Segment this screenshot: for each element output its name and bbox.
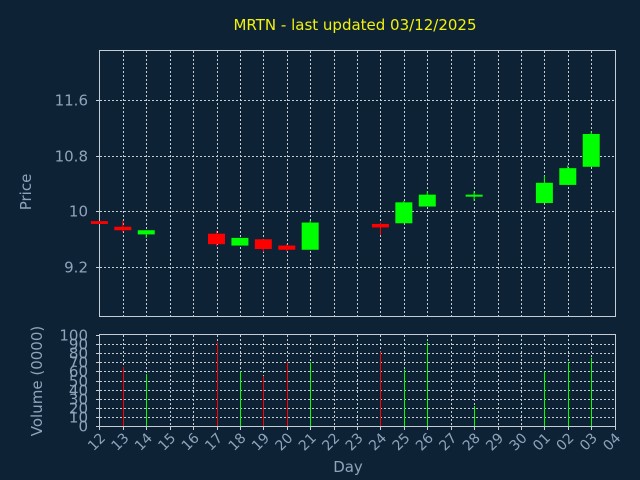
volume-tick-label: 30 <box>69 391 88 409</box>
x-tick-label: 27 <box>436 430 460 454</box>
candle <box>254 239 272 252</box>
volume-tick-label: 60 <box>69 363 88 381</box>
price-grid <box>100 51 615 316</box>
candle <box>278 244 296 252</box>
candle-body <box>114 226 132 231</box>
x-tick-label: 12 <box>85 430 109 454</box>
volume-tick-label: 50 <box>69 373 88 391</box>
candle <box>465 191 483 201</box>
candle-body <box>395 202 413 224</box>
candle <box>231 237 249 246</box>
candle-body <box>137 230 155 235</box>
volume-tick-label: 0 <box>78 418 88 436</box>
volume-tick-label: 40 <box>69 382 88 400</box>
candle-body <box>418 194 436 207</box>
volume-tick-label: 100 <box>59 327 88 345</box>
price-tick-label: 11.6 <box>55 92 88 110</box>
candle-body <box>90 221 108 224</box>
day-axis: 12 13 14 15 16 17 18 19 20 21 22 23 24 25 26 27 28 29 30 01… <box>85 426 624 454</box>
x-tick-label: 18 <box>226 430 250 454</box>
candle-body <box>371 223 389 228</box>
x-tick-label: 15 <box>155 430 179 454</box>
x-tick-label: 28 <box>460 430 484 454</box>
candle-body <box>208 233 225 245</box>
candle-body <box>301 222 319 250</box>
price-axis: 9.2 10 10.8 11.6 <box>55 92 100 277</box>
volume-tick-label: 20 <box>69 400 88 418</box>
chart-title: MRTN - last updated 03/12/2025 <box>233 16 476 34</box>
x-tick-label: 01 <box>530 430 554 454</box>
x-tick-label: 21 <box>296 430 320 454</box>
candle <box>395 200 413 224</box>
x-tick-label: 26 <box>413 430 437 454</box>
volume-tick-label: 90 <box>69 336 88 354</box>
volume-bars <box>123 342 592 426</box>
x-tick-label: 13 <box>109 430 133 454</box>
candle <box>371 222 389 236</box>
candle <box>208 230 225 247</box>
price-tick-label: 10 <box>69 203 88 221</box>
candle <box>559 165 577 185</box>
x-tick-label: 22 <box>319 430 343 454</box>
candle <box>137 230 155 238</box>
candle-body <box>231 237 249 246</box>
x-axis-label: Day <box>333 458 363 476</box>
volume-tick-label: 10 <box>69 409 88 427</box>
x-tick-label: 25 <box>390 430 414 454</box>
volume-tick-label: 80 <box>69 345 88 363</box>
x-tick-label: 24 <box>366 430 390 454</box>
x-tick-label: 29 <box>483 430 507 454</box>
x-tick-label: 19 <box>249 430 273 454</box>
x-tick-label: 02 <box>554 430 578 454</box>
x-tick-label: 23 <box>343 430 367 454</box>
candle-body <box>254 239 272 250</box>
candle <box>582 131 600 167</box>
candle <box>535 175 553 204</box>
x-tick-label: 04 <box>600 430 624 454</box>
x-tick-label: 20 <box>272 430 296 454</box>
x-tick-label: 16 <box>179 430 203 454</box>
x-tick-label: 30 <box>507 430 531 454</box>
volume-grid <box>100 335 615 426</box>
candle <box>301 220 319 250</box>
candle-body <box>559 168 577 185</box>
candles <box>90 131 600 252</box>
price-tick-label: 10.8 <box>55 148 88 166</box>
candle <box>90 221 108 224</box>
x-tick-label: 14 <box>132 430 156 454</box>
candle-body <box>465 194 483 197</box>
price-panel-frame <box>99 50 616 317</box>
candle-body <box>535 182 553 204</box>
x-tick-label: 03 <box>577 430 601 454</box>
candle <box>114 220 132 233</box>
volume-tick-label: 70 <box>69 354 88 372</box>
price-tick-label: 9.2 <box>64 259 88 277</box>
price-axis-label: Price <box>17 174 35 211</box>
candle <box>418 191 436 207</box>
candle-body <box>278 245 296 250</box>
volume-axis-label: Volume (0000) <box>28 326 46 436</box>
x-tick-label: 17 <box>202 430 226 454</box>
candle-body <box>582 133 600 167</box>
